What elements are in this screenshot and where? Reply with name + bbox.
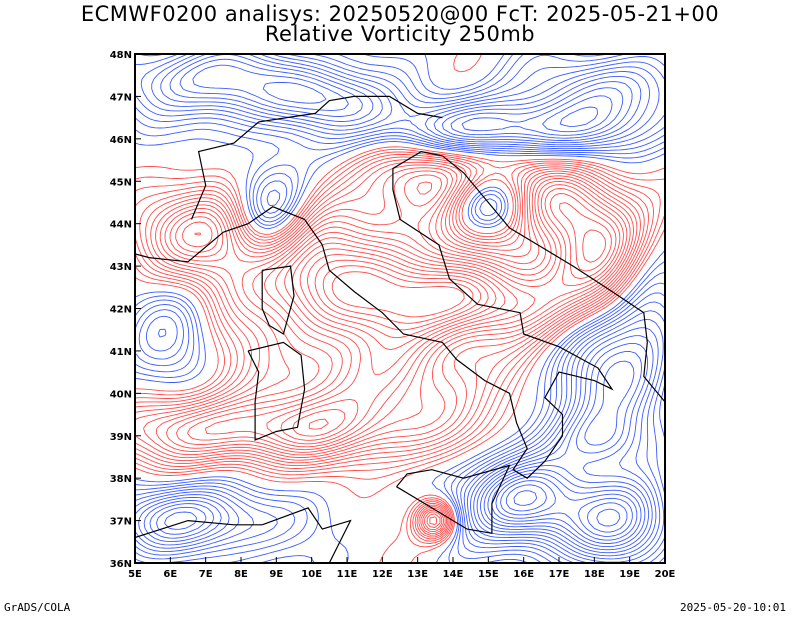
negative-vorticity-contour bbox=[513, 490, 621, 527]
coastline bbox=[396, 464, 511, 535]
coastline bbox=[135, 519, 263, 539]
lat-tick-label: 37N bbox=[110, 517, 132, 528]
lon-tick-label: 16E bbox=[513, 569, 534, 580]
positive-vorticity-contour bbox=[169, 174, 628, 528]
lon-tick-label: 7E bbox=[199, 569, 213, 580]
lat-tick-label: 46N bbox=[110, 135, 132, 146]
lat-tick-label: 48N bbox=[110, 50, 132, 61]
lon-axis: 5E 6E 7E 8E 9E 10E 11E 12E 13E 14E 15E 16E 17E 18E 19E… bbox=[128, 557, 676, 580]
positive-vorticity-contour bbox=[135, 156, 649, 540]
lat-tick-label: 43N bbox=[110, 262, 132, 273]
lat-axis: 36N 37N 38N 39N 40N 41N 42N 43N 44N 45N 46N 47N 48N bbox=[110, 50, 141, 570]
lat-tick-label: 42N bbox=[110, 305, 132, 316]
lon-tick-label: 10E bbox=[301, 569, 322, 580]
lat-tick-label: 36N bbox=[110, 559, 132, 570]
lon-tick-label: 13E bbox=[407, 569, 428, 580]
lat-tick-label: 39N bbox=[110, 432, 132, 443]
lon-tick-label: 15E bbox=[478, 569, 499, 580]
positive-vorticity-contour bbox=[135, 148, 665, 548]
positive-vorticity-contour bbox=[135, 161, 641, 536]
negative-vorticity-contour bbox=[149, 58, 657, 557]
coastline bbox=[190, 95, 443, 220]
coastlines bbox=[135, 95, 665, 563]
vorticity-contours bbox=[135, 54, 665, 563]
positive-vorticity-contour bbox=[307, 254, 489, 430]
lon-tick-label: 8E bbox=[234, 569, 248, 580]
lon-tick-label: 17E bbox=[549, 569, 570, 580]
negative-vorticity-contour bbox=[138, 54, 665, 563]
lon-tick-label: 19E bbox=[619, 569, 640, 580]
chart-title: ECMWF0200 analisys: 20250520@00 FcT: 202… bbox=[80, 2, 720, 26]
lat-tick-label: 38N bbox=[110, 474, 132, 485]
negative-vorticity-contour bbox=[143, 54, 661, 560]
lat-tick-label: 47N bbox=[110, 92, 132, 103]
negative-vorticity-contour bbox=[155, 64, 653, 554]
negative-vorticity-contour bbox=[491, 472, 642, 544]
chart-subtitle: Relative Vorticity 250mb bbox=[264, 22, 536, 46]
coastline bbox=[247, 341, 306, 441]
negative-vorticity-contour bbox=[164, 81, 650, 551]
positive-vorticity-contour bbox=[292, 229, 607, 437]
lon-tick-label: 6E bbox=[163, 569, 177, 580]
coastline bbox=[442, 155, 665, 403]
positive-vorticity-contour bbox=[182, 188, 621, 448]
positive-vorticity-contour bbox=[155, 167, 634, 532]
coastline bbox=[261, 265, 295, 335]
lon-tick-label: 5E bbox=[128, 569, 142, 580]
negative-vorticity-contour bbox=[500, 480, 633, 537]
negative-vorticity-contour bbox=[135, 54, 665, 563]
positive-vorticity-contour bbox=[322, 265, 474, 324]
lon-tick-label: 9E bbox=[269, 569, 283, 580]
footer-timestamp: 2025-05-20-10:01 bbox=[680, 601, 786, 614]
lon-tick-label: 14E bbox=[443, 569, 464, 580]
positive-vorticity-contour bbox=[194, 193, 617, 445]
coastline bbox=[135, 231, 224, 263]
coastline bbox=[261, 507, 352, 563]
positive-vorticity-contour bbox=[135, 159, 645, 538]
coastline bbox=[223, 150, 614, 479]
lat-tick-label: 41N bbox=[110, 347, 132, 358]
positive-vorticity-contour bbox=[135, 154, 654, 542]
lat-tick-label: 40N bbox=[110, 389, 132, 400]
negative-vorticity-contour bbox=[487, 106, 646, 548]
lon-tick-label: 12E bbox=[372, 569, 393, 580]
positive-vorticity-contour bbox=[135, 151, 661, 544]
negative-vorticity-contour bbox=[505, 484, 628, 533]
lon-tick-label: 11E bbox=[337, 569, 358, 580]
negative-vorticity-contour bbox=[135, 54, 665, 563]
lat-tick-label: 45N bbox=[110, 177, 132, 188]
positive-vorticity-contour bbox=[164, 170, 631, 531]
lon-tick-label: 18E bbox=[584, 569, 605, 580]
lat-tick-label: 44N bbox=[110, 220, 132, 231]
footer-software: GrADS/COLA bbox=[4, 601, 71, 614]
negative-vorticity-contour bbox=[495, 476, 638, 541]
lon-tick-label: 20E bbox=[655, 569, 676, 580]
positive-vorticity-contour bbox=[314, 259, 482, 331]
